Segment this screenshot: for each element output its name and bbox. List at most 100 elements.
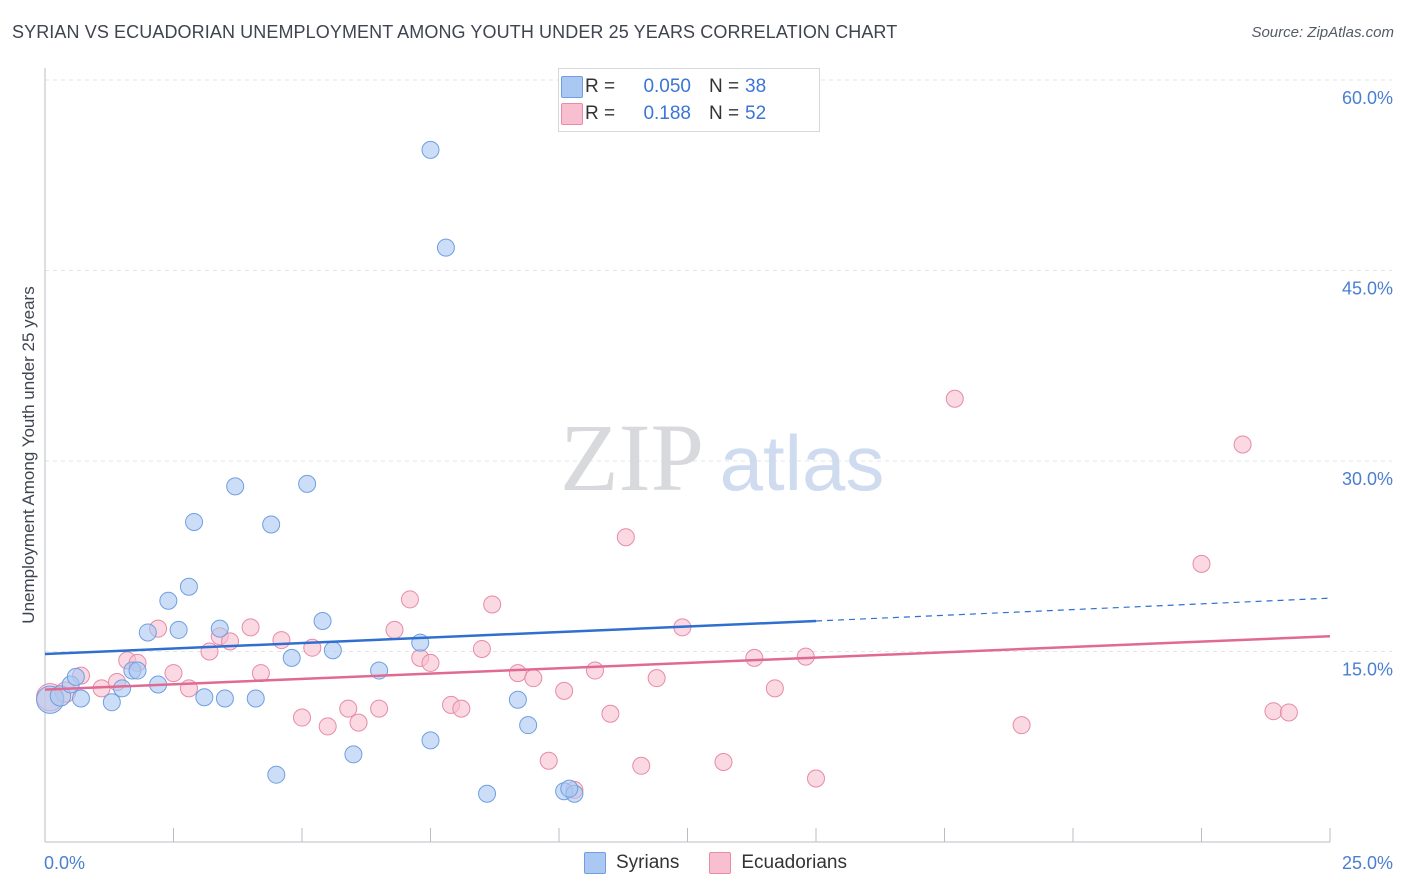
- ecuadorian-point: [524, 669, 543, 688]
- y-tick-labels: 15.0% 30.0% 45.0% 60.0%: [1342, 88, 1393, 680]
- ecuadorian-point: [601, 704, 620, 723]
- y-tick-label: 15.0%: [1342, 660, 1393, 680]
- syrian-point: [436, 238, 455, 257]
- correlation-legend: R = 0.050 N = 38 R = 0.188 N = 52: [558, 68, 820, 132]
- syrian-point: [560, 779, 579, 798]
- ecuadorian-point: [945, 389, 964, 408]
- legend-r-label: R =: [585, 103, 616, 124]
- legend-swatch-ecuadorians: [561, 103, 583, 125]
- data-points: [36, 140, 1298, 803]
- ecuadorian-point: [714, 752, 733, 771]
- ecuadorian-point: [539, 751, 558, 770]
- syrian-point: [128, 661, 147, 680]
- series-legend: Syrians Ecuadorians: [584, 852, 877, 874]
- ecuadorian-point: [385, 620, 404, 639]
- legend-swatch-syrians: [561, 76, 583, 98]
- legend-swatch-ecuadorians: [709, 852, 732, 874]
- syrian-point: [267, 765, 286, 784]
- syrian-point: [102, 693, 121, 712]
- legend-n-label: N =: [709, 76, 740, 97]
- ecuadorian-point: [1279, 703, 1298, 722]
- ecuadorian-point: [421, 653, 440, 672]
- syrian-point: [478, 784, 497, 803]
- ecuadorian-trend-line: [44, 635, 1331, 691]
- ecuadorian-point: [272, 631, 291, 650]
- syrian-point: [169, 620, 188, 639]
- ecuadorian-point: [1264, 702, 1283, 721]
- syrian-point: [215, 689, 234, 708]
- legend-n-value: 38: [745, 76, 767, 97]
- legend-swatch-syrians: [584, 852, 606, 874]
- ecuadorian-point: [293, 708, 311, 727]
- syrian-point: [179, 577, 198, 596]
- legend-n-label: N =: [709, 103, 740, 124]
- syrian-point: [519, 716, 538, 735]
- syrian-point: [421, 140, 440, 159]
- ecuadorian-point: [241, 618, 260, 637]
- syrian-point: [195, 688, 214, 707]
- ecuadorian-point: [616, 528, 635, 547]
- legend-r-value: 0.188: [643, 103, 691, 124]
- syrian-point: [113, 679, 132, 698]
- ecuadorian-point: [632, 756, 651, 775]
- x-ticks: [173, 828, 1331, 842]
- ecuadorian-point: [483, 595, 502, 614]
- syrian-point: [159, 591, 178, 610]
- syrian-point: [282, 648, 301, 667]
- legend-row-ecuadorians: R = 0.188 N = 52: [561, 102, 767, 126]
- ecuadorian-point: [251, 664, 270, 683]
- ecuadorian-point: [472, 639, 491, 658]
- ecuadorian-point: [807, 769, 825, 788]
- legend-r-value: 0.050: [643, 76, 691, 97]
- ecuadorian-point: [647, 669, 666, 688]
- ecuadorian-point: [400, 590, 419, 609]
- syrian-point: [508, 690, 527, 709]
- y-axis-label: Unemployment Among Youth under 25 years: [19, 286, 38, 623]
- ecuadorian-point: [508, 664, 527, 683]
- legend-r-label: R =: [585, 76, 616, 97]
- syrian-point: [71, 689, 90, 708]
- ecuadorian-point: [1012, 716, 1031, 735]
- syrian-point: [323, 641, 342, 660]
- syrian-point: [262, 515, 281, 534]
- watermark-zip: ZIP: [560, 404, 704, 511]
- syrian-point: [246, 689, 265, 708]
- legend-n-value: 52: [745, 103, 767, 124]
- syrian-point: [226, 477, 245, 496]
- ecuadorian-point: [585, 661, 604, 680]
- gridlines: [45, 79, 1392, 652]
- legend-label-ecuadorians: Ecuadorians: [741, 852, 847, 873]
- syrian-point: [185, 512, 204, 531]
- ecuadorian-point: [318, 717, 337, 736]
- y-tick-label: 45.0%: [1342, 279, 1393, 299]
- syrian-point: [421, 731, 440, 750]
- syrian-trend-line: [44, 619, 817, 656]
- ecuadorian-point: [1192, 554, 1211, 573]
- syrian-trend-extension: [815, 597, 1331, 622]
- ecuadorian-point: [745, 648, 764, 667]
- syrian-point: [138, 623, 157, 642]
- legend-row-syrians: R = 0.050 N = 38: [561, 75, 767, 99]
- watermark-atlas: atlas: [720, 419, 885, 507]
- ecuadorian-point: [339, 699, 358, 718]
- chart-title: SYRIAN VS ECUADORIAN UNEMPLOYMENT AMONG …: [12, 22, 898, 42]
- y-tick-label: 60.0%: [1342, 88, 1393, 108]
- legend-item-syrians: Syrians: [584, 852, 679, 874]
- legend-item-ecuadorians: Ecuadorians: [709, 852, 847, 874]
- syrian-point: [66, 667, 85, 686]
- ecuadorian-point: [1233, 435, 1252, 454]
- syrian-point: [210, 619, 229, 638]
- syrian-point: [313, 612, 332, 631]
- trend-lines: [44, 597, 1331, 691]
- ecuadorian-point: [765, 679, 784, 698]
- source-label: Source: ZipAtlas.com: [1251, 24, 1394, 41]
- x-tick-label-min: 0.0%: [44, 853, 85, 873]
- ecuadorian-point: [370, 699, 389, 718]
- ecuadorian-point: [349, 713, 368, 732]
- syrian-point: [298, 474, 317, 493]
- ecuadorian-point: [452, 699, 471, 718]
- syrian-point: [344, 745, 363, 764]
- x-tick-label-max: 25.0%: [1342, 853, 1393, 873]
- ecuadorian-point: [164, 664, 183, 683]
- legend-label-syrians: Syrians: [616, 852, 680, 873]
